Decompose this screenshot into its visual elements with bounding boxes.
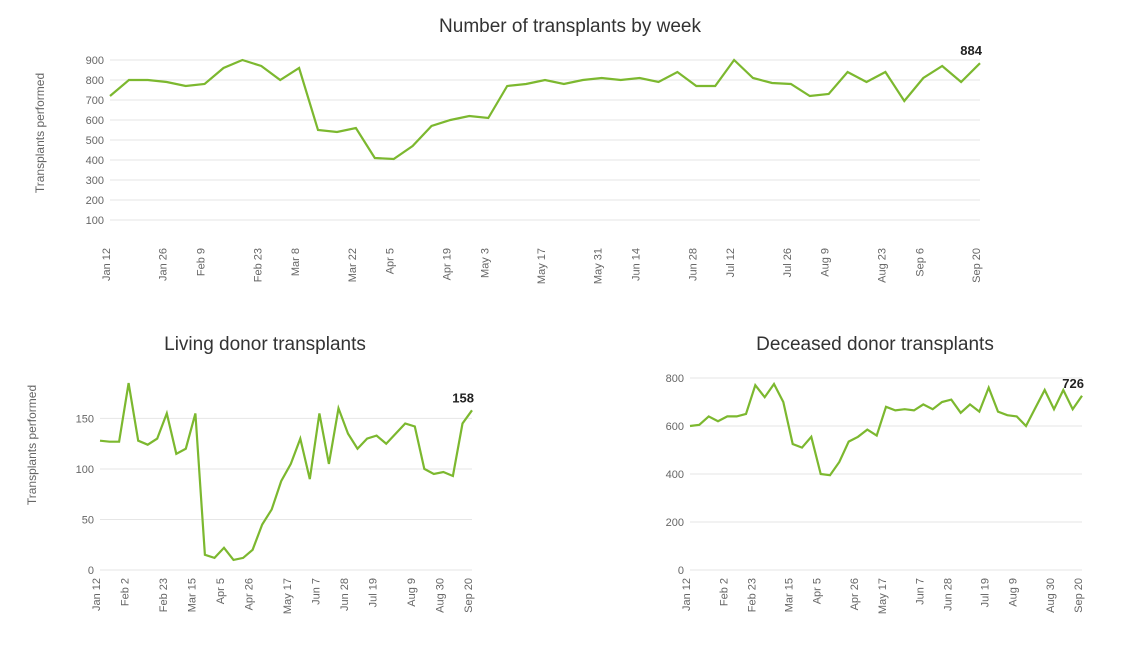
- svg-text:Mar 22: Mar 22: [347, 248, 359, 282]
- svg-text:Apr 19: Apr 19: [441, 248, 453, 280]
- svg-text:Aug 9: Aug 9: [820, 248, 832, 277]
- dashboard-page: Number of transplants by week Transplant…: [20, 0, 1120, 660]
- svg-text:Apr 5: Apr 5: [385, 248, 397, 274]
- svg-text:Feb 23: Feb 23: [252, 248, 264, 282]
- svg-text:Apr 26: Apr 26: [244, 578, 256, 610]
- svg-text:800: 800: [666, 373, 684, 385]
- top-chart-svg: 100 200 300 400 500 600 700 800 900 884 Jan 12 Jan …: [20, 42, 1020, 322]
- svg-text:0: 0: [88, 565, 94, 577]
- svg-text:100: 100: [86, 215, 104, 227]
- svg-text:Jun 7: Jun 7: [914, 578, 926, 605]
- svg-text:May 31: May 31: [593, 248, 605, 284]
- svg-text:Aug 30: Aug 30: [1045, 578, 1057, 613]
- svg-text:Sep 20: Sep 20: [1073, 578, 1085, 613]
- svg-text:Feb 23: Feb 23: [158, 578, 170, 612]
- svg-text:300: 300: [86, 175, 104, 187]
- deceased-chart-svg: 0 200 400 600 800 726 Jan 12 Feb 2 Feb 23 Mar 15 A…: [630, 360, 1110, 660]
- svg-text:50: 50: [82, 514, 94, 526]
- svg-text:Feb 9: Feb 9: [196, 248, 208, 276]
- svg-text:100: 100: [76, 464, 94, 476]
- deceased-chart-title: Deceased donor transplants: [630, 334, 1120, 356]
- svg-text:700: 700: [86, 95, 104, 107]
- svg-text:726: 726: [1062, 376, 1084, 391]
- svg-text:600: 600: [86, 115, 104, 127]
- svg-text:500: 500: [86, 135, 104, 147]
- svg-text:Jun 14: Jun 14: [631, 248, 643, 281]
- svg-text:Jan 26: Jan 26: [158, 248, 170, 281]
- svg-text:900: 900: [86, 55, 104, 67]
- svg-text:200: 200: [666, 517, 684, 529]
- svg-text:Sep 20: Sep 20: [463, 578, 475, 613]
- svg-text:Jun 28: Jun 28: [942, 578, 954, 611]
- svg-text:Aug 9: Aug 9: [406, 578, 418, 607]
- svg-text:Jun 28: Jun 28: [339, 578, 351, 611]
- top-chart-title: Number of transplants by week: [20, 16, 1120, 38]
- svg-text:May 3: May 3: [479, 248, 491, 278]
- svg-text:Feb 2: Feb 2: [718, 578, 730, 606]
- svg-text:158: 158: [452, 390, 474, 405]
- top-chart-ylabel: Transplants performed: [33, 73, 47, 193]
- svg-text:May 17: May 17: [877, 578, 889, 614]
- svg-text:884: 884: [960, 43, 982, 58]
- svg-text:Sep 20: Sep 20: [971, 248, 983, 283]
- svg-text:Jul 19: Jul 19: [980, 578, 992, 607]
- svg-text:0: 0: [678, 565, 684, 577]
- svg-text:400: 400: [86, 155, 104, 167]
- svg-text:150: 150: [76, 413, 94, 425]
- svg-text:Jun 7: Jun 7: [310, 578, 322, 605]
- svg-text:Apr 26: Apr 26: [849, 578, 861, 610]
- svg-text:400: 400: [666, 469, 684, 481]
- svg-text:600: 600: [666, 421, 684, 433]
- living-chart-svg: 0 50 100 150 158 Jan 12 Feb 2 Feb 23 Mar 15 Apr 5…: [20, 360, 500, 660]
- svg-text:Aug 9: Aug 9: [1008, 578, 1020, 607]
- bottom-row: Living donor transplants Transplants per…: [20, 328, 1120, 660]
- svg-text:Jan 12: Jan 12: [681, 578, 693, 611]
- svg-text:Jul 12: Jul 12: [725, 248, 737, 277]
- svg-text:Mar 15: Mar 15: [186, 578, 198, 612]
- svg-text:Jun 28: Jun 28: [687, 248, 699, 281]
- svg-text:Aug 30: Aug 30: [434, 578, 446, 613]
- svg-text:Sep 6: Sep 6: [914, 248, 926, 277]
- svg-text:Apr 5: Apr 5: [215, 578, 227, 604]
- svg-text:May 17: May 17: [282, 578, 294, 614]
- svg-text:Jul 26: Jul 26: [782, 248, 794, 277]
- svg-text:Jan 12: Jan 12: [101, 248, 113, 281]
- svg-text:Mar 8: Mar 8: [290, 248, 302, 276]
- svg-text:200: 200: [86, 195, 104, 207]
- svg-text:Apr 5: Apr 5: [812, 578, 824, 604]
- svg-text:Aug 23: Aug 23: [876, 248, 888, 283]
- living-chart-ylabel: Transplants performed: [25, 385, 39, 505]
- deceased-chart-wrap: Deceased donor transplants 0 200 400 600 800…: [630, 328, 1120, 660]
- svg-text:Feb 2: Feb 2: [120, 578, 132, 606]
- living-chart-wrap: Living donor transplants Transplants per…: [20, 328, 510, 660]
- svg-text:Feb 23: Feb 23: [746, 578, 758, 612]
- top-chart-wrap: Number of transplants by week Transplant…: [20, 16, 1120, 322]
- svg-text:Jan 12: Jan 12: [91, 578, 103, 611]
- svg-text:Jul 19: Jul 19: [368, 578, 380, 607]
- living-chart-title: Living donor transplants: [20, 334, 510, 356]
- svg-text:May 17: May 17: [536, 248, 548, 284]
- svg-text:800: 800: [86, 75, 104, 87]
- svg-text:Mar 15: Mar 15: [784, 578, 796, 612]
